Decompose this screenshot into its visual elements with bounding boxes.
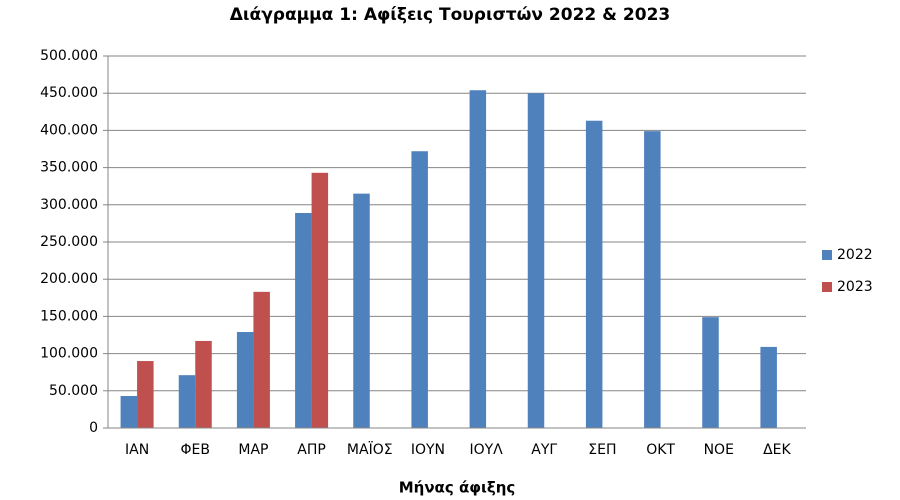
x-tick-label: ΑΠΡ xyxy=(297,442,326,458)
bar xyxy=(178,375,196,428)
bar xyxy=(311,172,329,428)
bar xyxy=(120,396,138,428)
x-tick-label: ΝΟΕ xyxy=(704,442,734,458)
y-tick-label: 400.000 xyxy=(40,122,98,138)
bar xyxy=(195,340,212,428)
bar xyxy=(253,291,270,428)
y-tick-label: 200.000 xyxy=(40,271,98,287)
y-tick-label: 300.000 xyxy=(40,197,98,213)
x-tick-label: ΣΕΠ xyxy=(588,442,616,458)
chart-title: Διάγραμμα 1: Αφίξεις Τουριστών 2022 & 20… xyxy=(230,5,670,25)
x-tick-label: ΙΟΥΛ xyxy=(469,442,503,458)
x-tick-label: ΑΥΓ xyxy=(531,442,557,458)
bar xyxy=(760,346,777,428)
bar xyxy=(236,332,254,428)
bar xyxy=(702,317,719,428)
x-tick-label: ΙΟΥΝ xyxy=(411,442,445,458)
y-tick-label: 500.000 xyxy=(40,48,98,64)
legend-swatch xyxy=(822,250,832,260)
bar xyxy=(469,90,487,428)
x-tick-label: ΟΚΤ xyxy=(646,442,675,458)
y-tick-label: 0 xyxy=(89,420,98,436)
y-tick-label: 100.000 xyxy=(40,346,98,362)
bar xyxy=(644,131,661,429)
x-tick-label: ΜΑΪΟΣ xyxy=(347,440,393,458)
bar xyxy=(411,151,428,428)
bar xyxy=(353,193,370,428)
bar xyxy=(527,93,545,428)
y-tick-label: 50.000 xyxy=(49,383,98,399)
bar xyxy=(585,120,603,428)
bar xyxy=(137,361,154,428)
legend-label: 2022 xyxy=(837,247,873,263)
bar xyxy=(295,212,312,428)
y-tick-label: 450.000 xyxy=(40,85,98,101)
y-tick-label: 250.000 xyxy=(40,234,98,250)
legend-label: 2023 xyxy=(837,279,873,295)
x-tick-label: ΜΑΡ xyxy=(238,442,268,458)
x-tick-label: ΙΑΝ xyxy=(125,442,149,458)
y-tick-label: 350.000 xyxy=(40,160,98,176)
x-axis-label: Μήνας άφιξης xyxy=(399,479,516,497)
x-tick-label: ΦΕΒ xyxy=(181,442,210,458)
y-tick-label: 150.000 xyxy=(40,308,98,324)
legend-swatch xyxy=(822,282,832,292)
x-tick-label: ΔΕΚ xyxy=(763,442,791,458)
